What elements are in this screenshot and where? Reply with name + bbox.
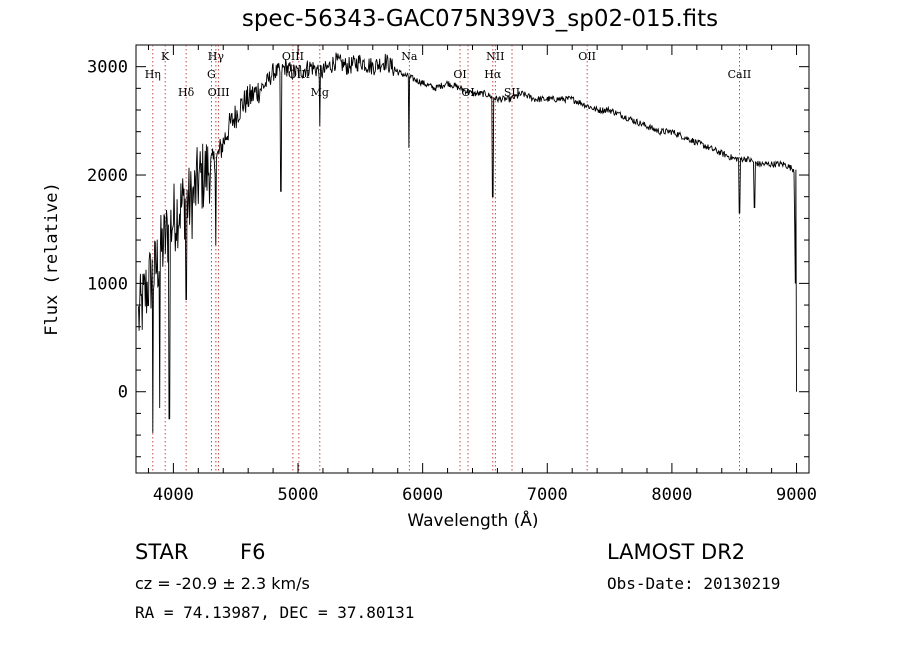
x-tick-label: 9000 bbox=[776, 485, 817, 505]
object-class: STAR bbox=[135, 540, 189, 564]
y-tick-label: 1000 bbox=[87, 274, 128, 294]
line-marker-label: G bbox=[207, 68, 216, 81]
x-tick-label: 5000 bbox=[278, 485, 319, 505]
x-tick-label: 7000 bbox=[527, 485, 568, 505]
y-axis-label: Flux (relative) bbox=[42, 182, 62, 336]
coordinates-text: RA = 74.13987, DEC = 37.80131 bbox=[135, 603, 415, 622]
line-marker-label: Hα bbox=[484, 68, 502, 81]
line-marker-label: Hη bbox=[145, 68, 161, 81]
plot-frame bbox=[135, 44, 810, 474]
line-marker-label: OIII bbox=[282, 50, 304, 63]
line-marker-label: Hδ bbox=[178, 86, 195, 99]
x-tick-label: 8000 bbox=[651, 485, 692, 505]
line-marker-label: NII bbox=[486, 50, 504, 63]
line-marker-label: OII bbox=[578, 50, 596, 63]
line-marker-label: K bbox=[161, 50, 170, 63]
y-tick-label: 3000 bbox=[87, 58, 128, 78]
object-subclass: F6 bbox=[240, 540, 266, 564]
line-marker-label: CaII bbox=[728, 68, 752, 81]
spectrum-line bbox=[138, 52, 797, 433]
y-tick-label: 2000 bbox=[87, 166, 128, 186]
y-tick-label: 0 bbox=[118, 383, 128, 403]
line-marker-label: Na bbox=[401, 50, 418, 63]
x-tick-label: 4000 bbox=[153, 485, 194, 505]
x-axis-label: Wavelength (Å) bbox=[407, 511, 539, 531]
line-marker-label: OIII bbox=[208, 86, 230, 99]
obs-date-text: Obs-Date: 20130219 bbox=[607, 574, 781, 593]
chart-title: spec-56343-GAC075N39V3_sp02-015.fits bbox=[241, 6, 719, 32]
line-marker-label: OI bbox=[453, 68, 466, 81]
redshift-text: cz = -20.9 ± 2.3 km/s bbox=[135, 574, 310, 593]
line-marker-label: Hγ bbox=[208, 50, 225, 63]
x-tick-label: 6000 bbox=[402, 485, 443, 505]
survey-name: LAMOST DR2 bbox=[607, 540, 746, 564]
